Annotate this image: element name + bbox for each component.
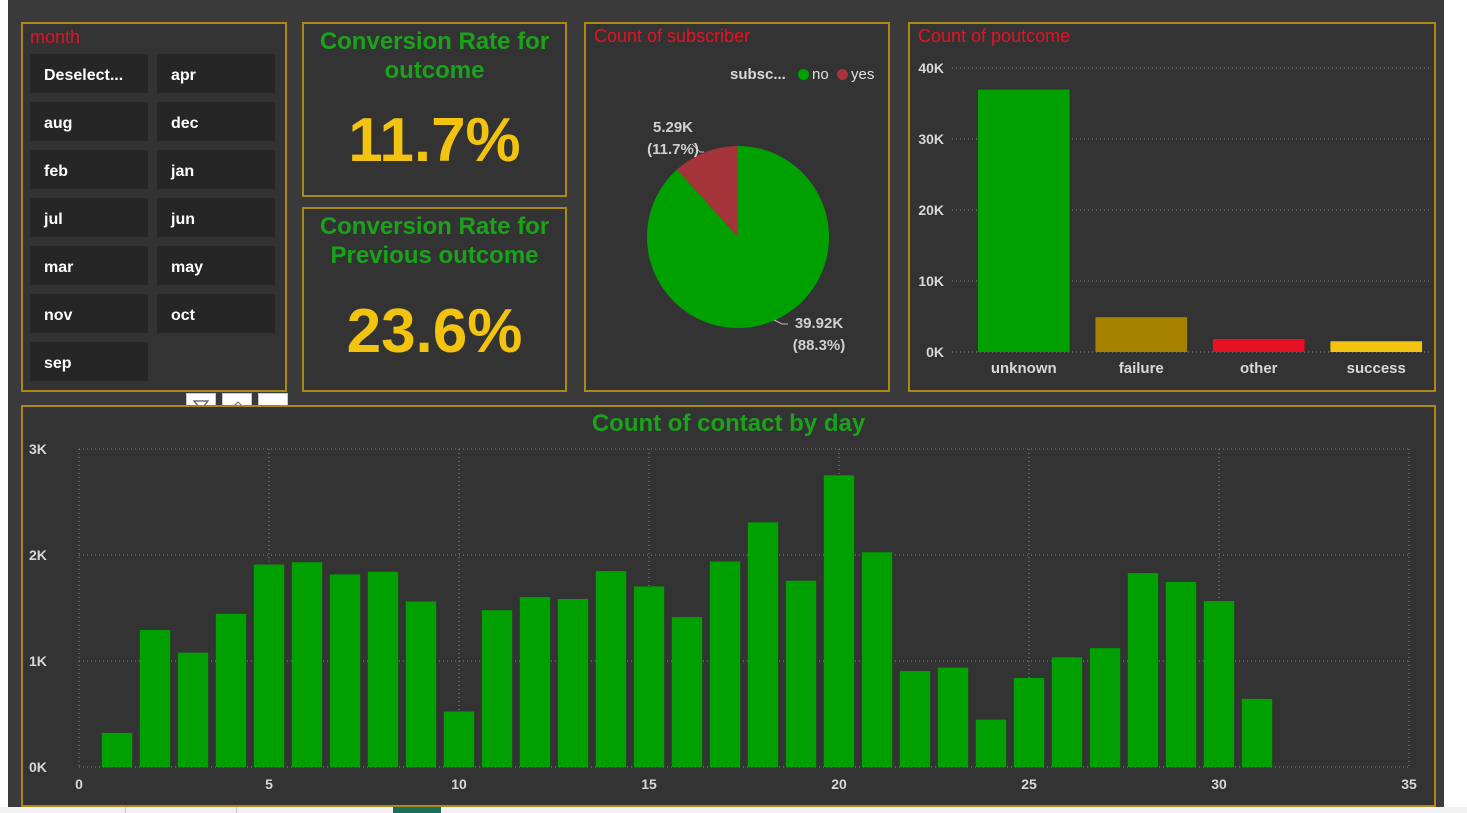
bar-day-14	[596, 571, 626, 767]
slicer-item-deselect-all[interactable]: Deselect...	[30, 54, 148, 93]
kpi-title-line1: Conversion Rate for	[304, 27, 565, 56]
pie-label-percent: (11.7%)	[638, 139, 708, 161]
contact-by-day-bar-chart: 0K 1K 2K 3K 0 5 10 15 20 25 30 35	[23, 407, 1434, 805]
bar-day-21	[862, 552, 892, 767]
bar-day-31	[1242, 699, 1272, 767]
pie-label-percent: (88.3%)	[784, 335, 854, 357]
poutcome-bar-chart: 0K 10K 20K 30K 40K unknown failure other success	[910, 24, 1434, 390]
x-tick-label: failure	[1119, 360, 1164, 377]
tab-separator	[125, 807, 126, 813]
pie-label-value: 5.29K	[638, 117, 708, 139]
y-tick-label: 0K	[926, 344, 944, 360]
bar-day-13	[558, 599, 588, 767]
bar-day-9	[406, 602, 436, 767]
bar-day-26	[1052, 657, 1082, 767]
bar-day-8	[368, 572, 398, 767]
kpi-card-outcome: Conversion Rate for outcome 11.7%	[302, 22, 567, 197]
kpi-title-line2: outcome	[304, 56, 565, 85]
slicer-item-apr[interactable]: apr	[157, 54, 275, 93]
bar-day-4	[216, 614, 246, 767]
bar-day-10	[444, 711, 474, 767]
y-tick-label: 1K	[29, 653, 47, 669]
slicer-item-mar[interactable]: mar	[30, 246, 148, 285]
bar-day-11	[482, 610, 512, 767]
month-slicer: month Deselect... apr aug dec feb jan jul jun ma…	[21, 22, 287, 392]
bar-day-12	[520, 597, 550, 767]
bar-day-1	[102, 733, 132, 767]
bar-success	[1330, 341, 1422, 352]
bar-day-27	[1090, 648, 1120, 767]
x-tick-label: success	[1347, 360, 1406, 377]
bar-day-7	[330, 574, 360, 767]
active-page-tab[interactable]	[393, 807, 441, 813]
x-tick-label: 5	[265, 776, 273, 792]
x-tick-label: 0	[75, 776, 83, 792]
tab-separator	[236, 807, 237, 813]
bar-day-24	[976, 720, 1006, 767]
bar-unknown	[978, 90, 1070, 352]
x-tick-label: 15	[641, 776, 657, 792]
slicer-item-jun[interactable]: jun	[157, 198, 275, 237]
bar-day-19	[786, 581, 816, 767]
bar-day-18	[748, 522, 778, 767]
x-tick-label: other	[1240, 360, 1278, 377]
bar-day-17	[710, 561, 740, 767]
kpi-title-line2: Previous outcome	[304, 241, 565, 270]
bar-day-29	[1166, 582, 1196, 767]
slicer-item-dec[interactable]: dec	[157, 102, 275, 141]
y-tick-label: 30K	[918, 131, 944, 147]
subscriber-pie-panel: Count of subscriber subsc... no yes 5.29…	[584, 22, 890, 392]
slicer-item-sep[interactable]: sep	[30, 342, 148, 381]
page-tabs-strip	[0, 807, 1467, 813]
kpi-card-previous-outcome: Conversion Rate for Previous outcome 23.…	[302, 207, 567, 392]
pie-label-value: 39.92K	[784, 313, 854, 335]
y-tick-label: 2K	[29, 547, 47, 563]
bar-failure	[1095, 317, 1187, 352]
pie-label-yes: 5.29K (11.7%)	[638, 117, 708, 161]
slicer-item-oct[interactable]: oct	[157, 294, 275, 333]
slicer-item-may[interactable]: may	[157, 246, 275, 285]
pie-label-no: 39.92K (88.3%)	[784, 313, 854, 357]
x-tick-label: unknown	[991, 360, 1057, 377]
x-tick-label: 10	[451, 776, 467, 792]
bar-day-20	[824, 475, 854, 767]
slicer-title: month	[30, 27, 80, 48]
bar-day-22	[900, 671, 930, 767]
y-tick-label: 0K	[29, 759, 47, 775]
bar-day-25	[1014, 678, 1044, 767]
y-tick-label: 20K	[918, 202, 944, 218]
bar-day-15	[634, 586, 664, 767]
slicer-item-jul[interactable]: jul	[30, 198, 148, 237]
bar-other	[1213, 339, 1305, 352]
bar-day-2	[140, 630, 170, 767]
slicer-item-aug[interactable]: aug	[30, 102, 148, 141]
x-tick-label: 30	[1211, 776, 1227, 792]
bar-day-6	[292, 562, 322, 767]
bar-day-5	[254, 565, 284, 767]
bar-day-23	[938, 668, 968, 767]
y-tick-label: 3K	[29, 441, 47, 457]
bar-day-28	[1128, 573, 1158, 767]
bar-day-30	[1204, 601, 1234, 767]
contact-by-day-panel: Count of contact by day 0K 1K 2K 3K 0 5 10 15 20…	[21, 405, 1436, 807]
slicer-item-nov[interactable]: nov	[30, 294, 148, 333]
y-tick-label: 40K	[918, 60, 944, 76]
y-tick-label: 10K	[918, 273, 944, 289]
kpi-value: 23.6%	[304, 297, 565, 367]
bar-day-3	[178, 653, 208, 767]
slicer-item-jan[interactable]: jan	[157, 150, 275, 189]
x-tick-label: 25	[1021, 776, 1037, 792]
x-tick-label: 35	[1401, 776, 1417, 792]
poutcome-chart-panel: Count of poutcome 0K 10K 20K 30K 40K unknown f…	[908, 22, 1436, 392]
kpi-value: 11.7%	[304, 106, 565, 176]
slicer-item-feb[interactable]: feb	[30, 150, 148, 189]
bar-day-16	[672, 617, 702, 767]
x-tick-label: 20	[831, 776, 847, 792]
kpi-title-line1: Conversion Rate for	[304, 212, 565, 241]
